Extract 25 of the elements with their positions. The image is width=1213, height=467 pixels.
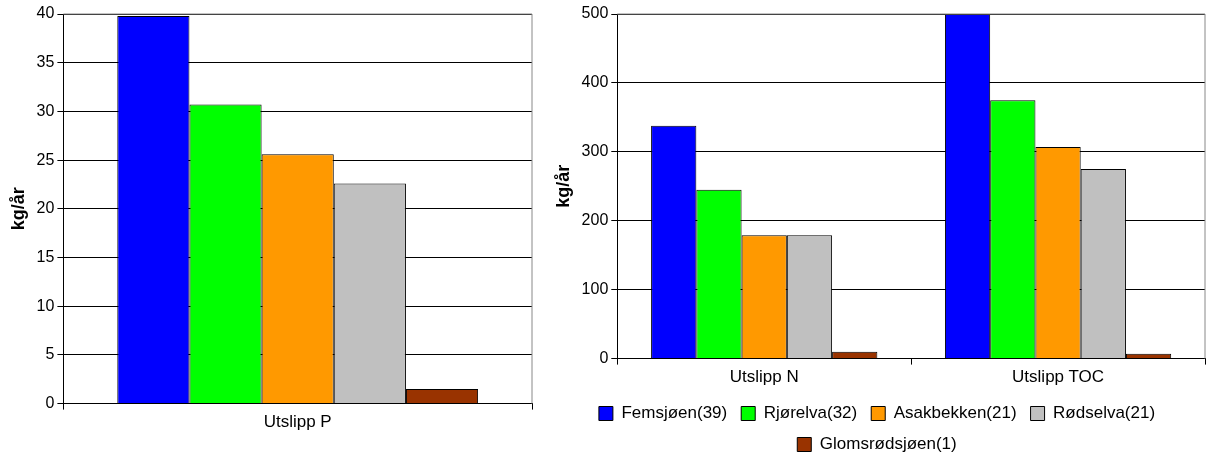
y-axis-title: kg/år — [552, 164, 573, 208]
y-tick-label: 400 — [581, 73, 609, 91]
y-tick-label: 30 — [36, 101, 55, 119]
y-tick-label: 5 — [45, 345, 55, 363]
legend-label: Glomsrødsjøen(1) — [819, 434, 957, 454]
y-axis-title: kg/år — [7, 187, 28, 231]
x-tick-label: Utslipp P — [263, 412, 332, 432]
legend-label: Asakbekken(21) — [893, 403, 1017, 423]
y-tick-label: 0 — [45, 394, 55, 412]
y-tick-label: 20 — [36, 199, 55, 217]
legend-label: Femsjøen(39) — [621, 403, 728, 423]
x-tick-label: Utslipp TOC — [1012, 367, 1105, 387]
y-tick-label: 15 — [36, 247, 55, 265]
y-tick-label: 100 — [581, 280, 609, 298]
y-tick-label: 35 — [36, 53, 55, 71]
legend-label: Rjørelva(32) — [763, 403, 858, 423]
legend-label: Rødselva(21) — [1053, 403, 1156, 423]
y-tick-label: 40 — [36, 4, 55, 22]
x-tick-label: Utslipp N — [729, 367, 799, 387]
y-tick-label: 300 — [581, 142, 609, 160]
y-tick-label: 10 — [36, 296, 55, 314]
y-tick-label: 500 — [581, 4, 609, 22]
y-tick-label: 200 — [581, 211, 609, 229]
y-tick-label: 25 — [36, 150, 55, 168]
y-tick-label: 0 — [599, 349, 609, 367]
